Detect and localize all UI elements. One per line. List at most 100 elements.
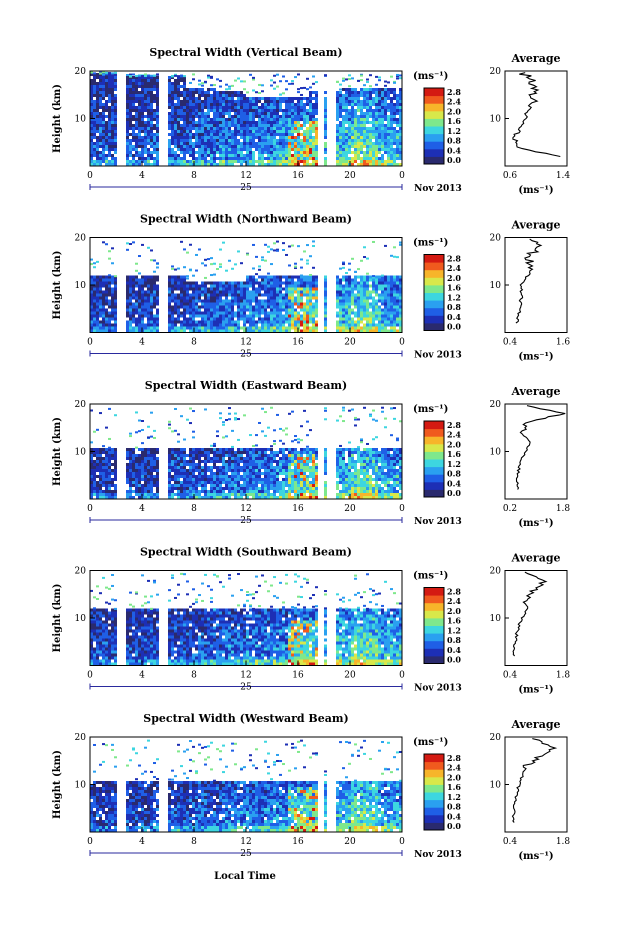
heatmap-cell [219,323,222,327]
heatmap-cell [366,299,369,303]
heatmap-cell [231,326,234,330]
heatmap-cell [348,281,351,285]
heatmap-cell [390,136,393,139]
heatmap-cell [312,157,315,160]
heatmap-cell [258,133,261,136]
heatmap-cell [354,160,357,163]
heatmap-cell [270,263,273,266]
heatmap-cell [183,478,186,481]
heatmap-cell [384,305,387,309]
heatmap-cell [183,109,186,112]
heatmap-cell [243,127,246,130]
heatmap-cell [294,281,297,285]
heatmap-cell [126,97,129,100]
heatmap-cell [132,454,135,457]
heatmap-cell [180,463,183,466]
heatmap-cell [387,287,390,291]
heatmap-cell [258,275,261,279]
heatmap-cell [135,88,138,91]
heatmap-cell [378,91,381,94]
heatmap-cell [138,302,141,306]
heatmap-cell [177,91,180,94]
heatmap-cell [312,311,315,315]
heatmap-cell [153,79,156,82]
heatmap-cell [198,127,201,130]
heatmap-cell [168,317,171,321]
heatmap-cell [252,106,255,109]
heatmap-cell [264,329,267,333]
heatmap-cell [150,287,153,291]
heatmap-cell [279,133,282,136]
heatmap-cell [303,133,306,136]
heatmap-cell [303,305,306,309]
heatmap-cell [393,139,396,142]
heatmap-cell [252,308,255,312]
heatmap-cell [351,311,354,315]
heatmap-cell [360,317,363,321]
heatmap-cell [150,88,153,91]
heatmap-cell [243,139,246,142]
heatmap-cell [372,299,375,303]
heatmap-cell [225,160,228,163]
heatmap-cell [150,100,153,103]
heatmap-cell [210,317,213,321]
heatmap-cell [240,151,243,154]
heatmap-cell [303,139,306,142]
heatmap-cell [204,127,207,130]
heatmap-cell [126,293,129,297]
heatmap-cell [192,73,195,76]
heatmap-cell [114,299,117,303]
heatmap-cell [141,75,144,78]
heatmap-cell [225,493,228,496]
heatmap-cell [267,299,270,303]
heatmap-cell [363,308,366,312]
heatmap-cell [108,106,111,109]
heatmap-cell [342,302,345,306]
panels: Spectral Width (Vertical Beam)2010Height… [52,46,570,862]
heatmap-cell [126,160,129,163]
heatmap-cell [219,478,222,481]
heatmap-cell [111,311,114,315]
heatmap-cell [360,106,363,109]
heatmap-cell [357,293,360,297]
heatmap-cell [210,160,213,163]
heatmap-cell [204,293,207,297]
heatmap-cell [105,469,108,472]
heatmap-cell [363,256,366,259]
heatmap-cell [387,278,390,282]
heatmap-cell [240,326,243,330]
heatmap-cell [369,112,372,115]
heatmap-cell [300,302,303,306]
heatmap-cell [153,466,156,469]
heatmap-cell [192,475,195,478]
heatmap-cell [363,154,366,157]
heatmap-cell [288,163,291,166]
heatmap-cell [240,115,243,118]
heatmap-cell [153,145,156,148]
heatmap-cell [156,160,159,163]
heatmap-cell [222,436,225,439]
heatmap-cell [189,81,192,84]
heatmap-cell [141,466,144,469]
heatmap-cell [213,106,216,109]
heatmap-cell [168,275,171,279]
heatmap-cell [348,142,351,145]
heatmap-cell [222,145,225,148]
heatmap-cell [147,296,150,300]
heatmap-cell [339,133,342,136]
heatmap-cell [108,91,111,94]
heatmap-cell [144,326,147,330]
heatmap-cell [369,317,372,321]
heatmap-cell [93,317,96,321]
heatmap-cell [255,305,258,309]
heatmap-cell [351,257,354,260]
heatmap-cell [96,109,99,112]
heatmap-cell [126,299,129,303]
heatmap-cell [210,475,213,478]
heatmap-cell [351,127,354,130]
heatmap-cell [132,320,135,324]
heatmap-cell [303,145,306,148]
heatmap-cell [324,118,327,121]
heatmap-cell [222,496,225,499]
heatmap-cell [390,157,393,160]
